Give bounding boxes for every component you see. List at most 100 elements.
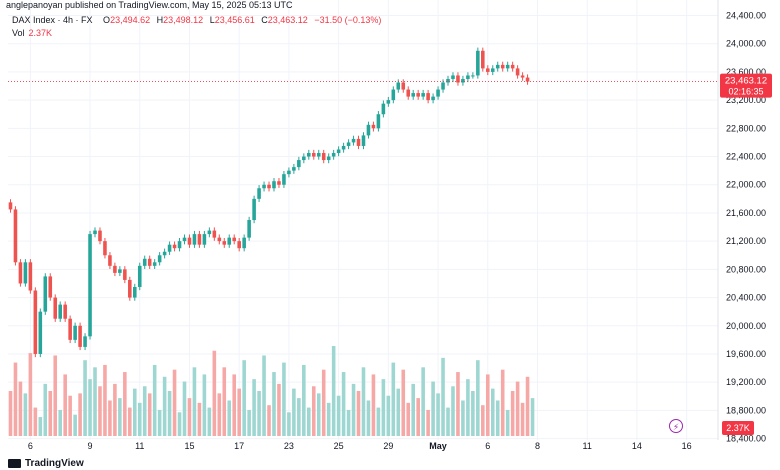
volume-bar — [426, 409, 430, 436]
y-tick-label: 20,800.00 — [726, 264, 766, 274]
candle-body — [152, 262, 157, 266]
brand-name: TradingView — [25, 458, 84, 469]
volume-bar — [123, 372, 127, 436]
candle — [177, 237, 182, 252]
volume-bar — [28, 353, 33, 436]
candle-body — [113, 265, 117, 273]
candle-body — [257, 188, 261, 199]
candle — [43, 273, 48, 315]
volume-bar — [530, 398, 535, 436]
price-axis[interactable]: 24,400.00 24,000.00 23,600.00 23,200.00 22,8… — [726, 11, 766, 444]
candle-body — [197, 234, 202, 245]
candle-body — [83, 336, 87, 347]
candle — [411, 89, 415, 100]
volume-bar — [23, 393, 28, 436]
candle — [451, 72, 455, 83]
candle — [461, 75, 465, 86]
volume-bar — [411, 383, 415, 436]
candles — [8, 47, 530, 358]
candle — [88, 230, 92, 340]
candle-body — [63, 304, 67, 319]
candle-body — [401, 82, 406, 90]
volume-bar — [247, 409, 251, 436]
candle-body — [177, 241, 182, 249]
x-tick-label: 8 — [535, 441, 540, 451]
candle — [495, 61, 500, 72]
volume-bar — [93, 367, 97, 436]
candle — [351, 135, 356, 146]
volume-bar — [396, 388, 401, 436]
time-axis[interactable]: 6 9 11 15 17 23 25 29 May 6 8 11 14 16 — [28, 441, 692, 451]
candle-body — [43, 276, 48, 312]
candle — [98, 227, 102, 245]
candle-body — [272, 181, 276, 189]
volume-bar — [386, 395, 391, 436]
candle-body — [356, 138, 361, 146]
y-tick-label: 21,600.00 — [726, 208, 766, 218]
candle-body — [371, 124, 376, 129]
volume-bar — [490, 388, 495, 436]
volume-bar — [401, 369, 406, 436]
volume-bar — [287, 412, 291, 436]
candle — [481, 47, 485, 72]
candle — [118, 266, 122, 277]
volume-bar — [58, 409, 62, 436]
candle-body — [436, 89, 440, 97]
candle-body — [207, 230, 212, 235]
tradingview-footer[interactable]: TradingView — [8, 458, 84, 469]
candle — [356, 135, 361, 150]
candle — [485, 65, 490, 76]
candle — [172, 241, 177, 252]
volume-bar — [267, 405, 271, 436]
candle-body — [73, 325, 77, 340]
candle — [93, 227, 97, 238]
candle-body — [13, 209, 18, 263]
candle — [287, 167, 291, 178]
candle-body — [252, 198, 256, 220]
lightning-icon[interactable]: ⚡ — [669, 419, 683, 433]
volume-bar — [237, 388, 241, 436]
volume-bar — [88, 379, 92, 436]
candle-body — [247, 220, 251, 238]
volume-bar — [78, 393, 82, 436]
volume-bar — [142, 386, 147, 436]
volume-bar — [495, 400, 500, 436]
candle-body — [8, 202, 13, 210]
candle-body — [431, 96, 435, 101]
candle-body — [282, 174, 286, 185]
volume-bar — [376, 407, 381, 436]
candle — [197, 230, 202, 248]
volume-bar — [98, 386, 102, 436]
candle — [421, 89, 425, 100]
volume-label[interactable]: Vol — [12, 28, 25, 38]
candle-body — [68, 318, 72, 340]
volume-bar — [446, 407, 450, 436]
candle — [277, 178, 281, 188]
volume-legend: Vol 2.37K — [12, 28, 52, 38]
candle-body — [336, 149, 341, 154]
volume-bar — [356, 391, 361, 436]
candle — [227, 234, 232, 248]
volume-bar — [351, 383, 356, 436]
ohlc-legend: DAX Index · 4h · FX O23,494.62 H23,498.1… — [12, 15, 385, 25]
candle-body — [426, 93, 430, 101]
volume-bar — [113, 383, 117, 436]
x-tick-label: 15 — [184, 441, 194, 451]
y-tick-label: 23,600.00 — [726, 67, 766, 77]
candle — [311, 149, 316, 160]
candle — [272, 178, 276, 192]
volume-tag-value: 2.37K — [726, 423, 750, 433]
x-tick-label: 23 — [284, 441, 294, 451]
volume-bar — [108, 400, 112, 436]
candle-body — [118, 269, 122, 273]
volume-bar — [436, 393, 440, 436]
volume-bar — [8, 391, 13, 436]
candle — [386, 96, 391, 107]
candle-body — [346, 142, 351, 146]
volume-bar — [63, 374, 67, 436]
candle-body — [316, 153, 321, 157]
volume-bar — [222, 367, 227, 436]
symbol-name[interactable]: DAX Index · 4h · FX — [12, 15, 93, 25]
candle-body — [172, 244, 177, 249]
